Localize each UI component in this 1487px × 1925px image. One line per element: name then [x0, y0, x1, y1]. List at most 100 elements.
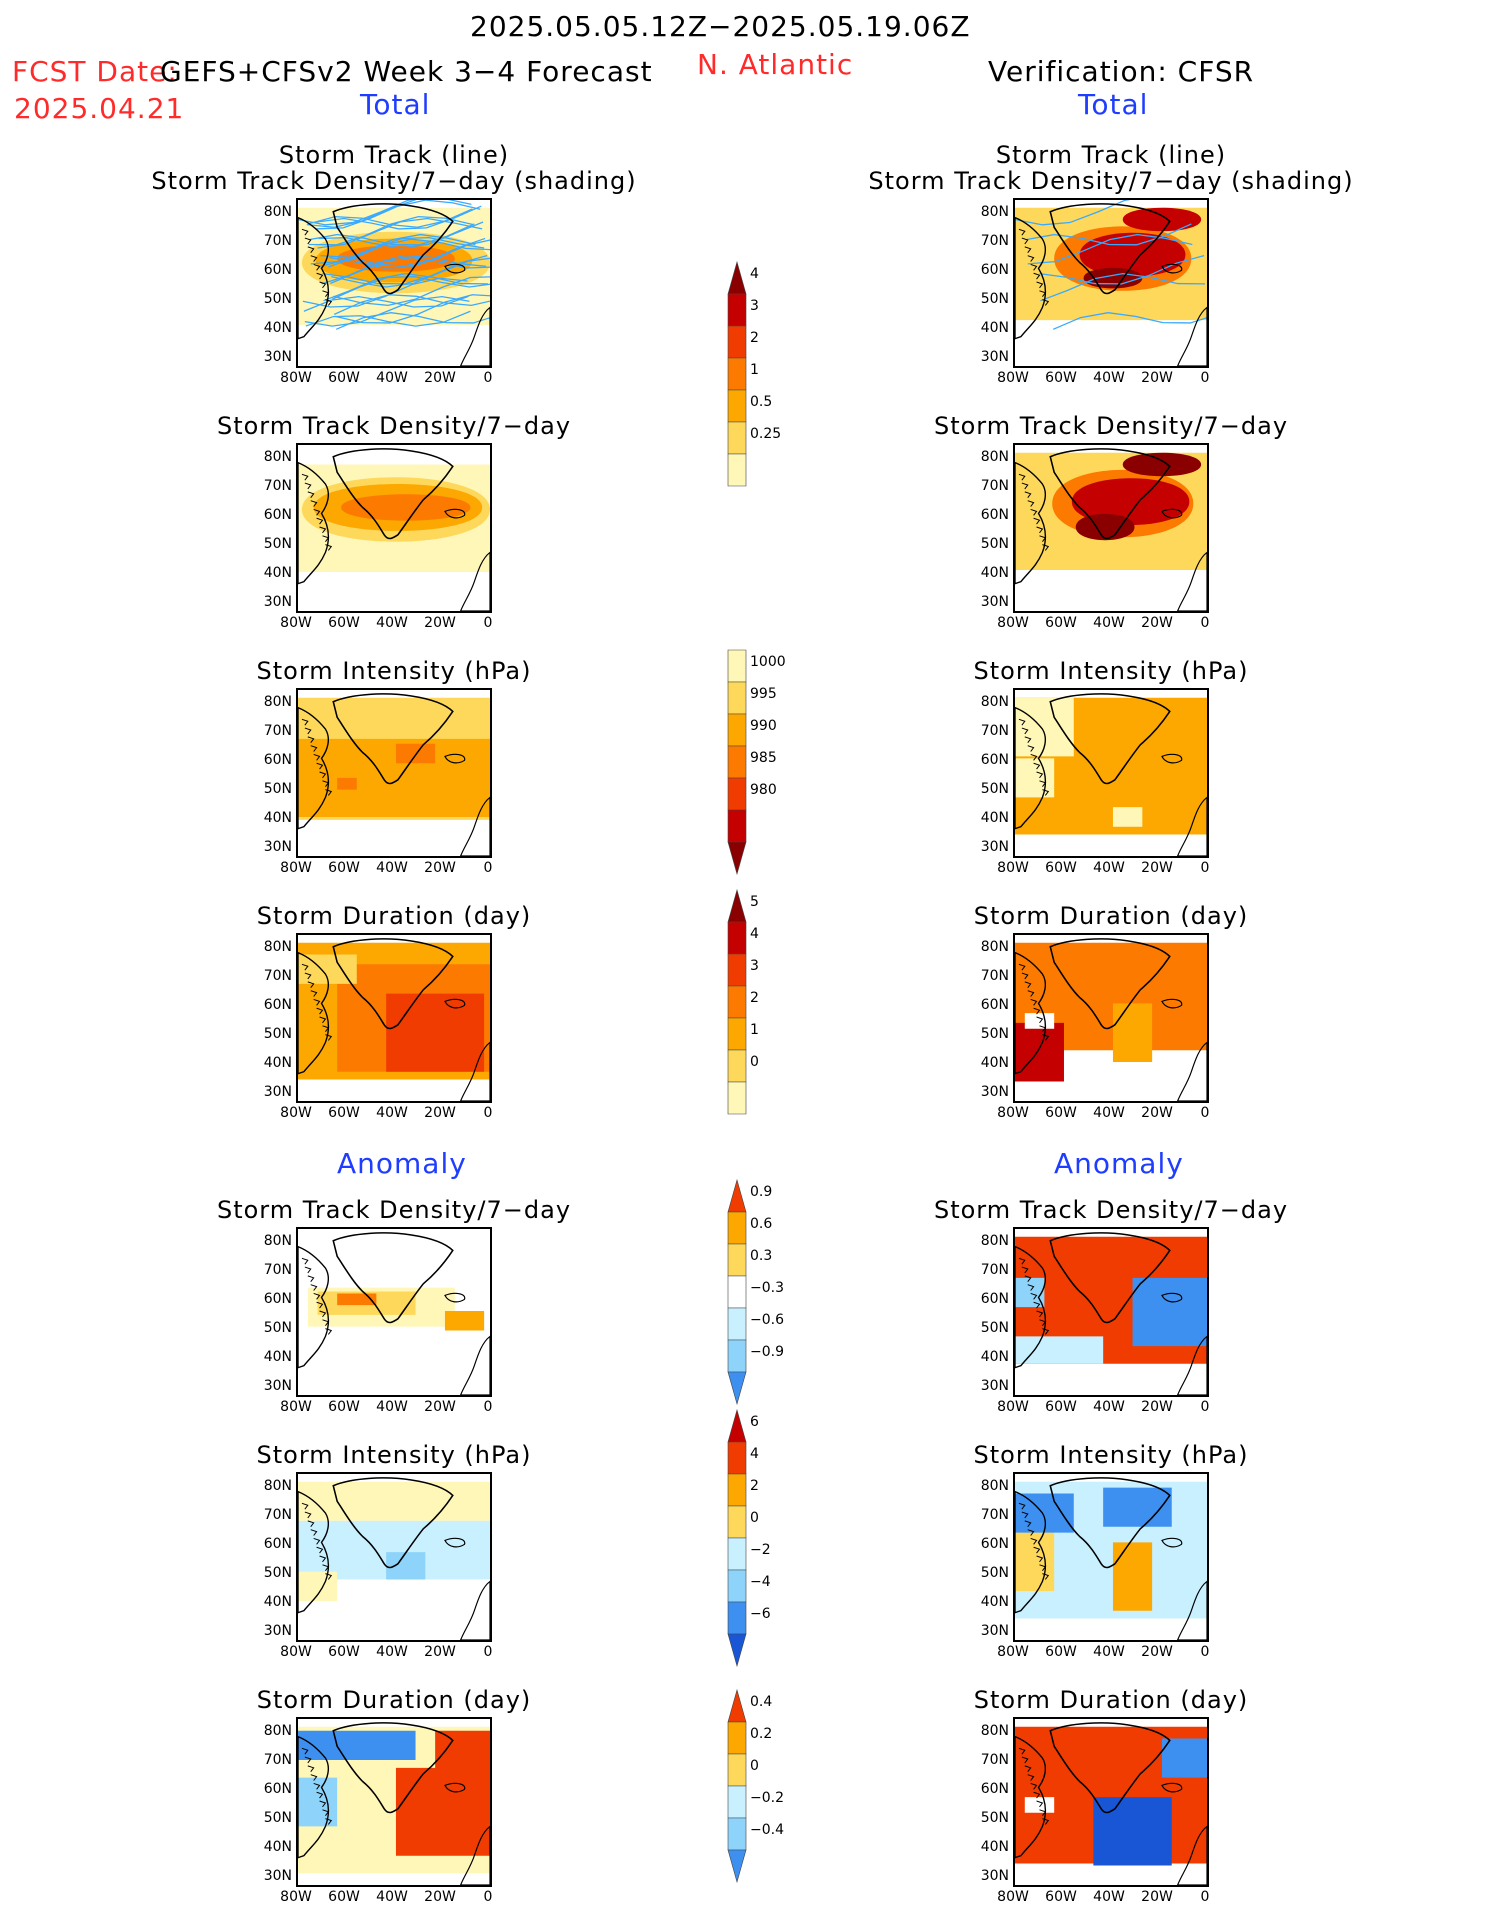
lon-tick-label: 40W	[376, 1105, 408, 1121]
forecast-total-intensity-map	[296, 688, 492, 858]
lat-tick-label: 60N	[263, 752, 292, 768]
lat-tick-label: 50N	[980, 1810, 1009, 1826]
colorbar-tick-label: 0.5	[750, 394, 773, 410]
lat-tick-label: 50N	[980, 291, 1009, 307]
lat-tick-label: 40N	[263, 1594, 292, 1610]
lat-tick-label: 50N	[980, 536, 1009, 552]
colorbar-tick-label: 3	[750, 958, 759, 974]
lon-tick-label: 60W	[328, 1399, 360, 1415]
verification-anomaly-track-density-map	[1013, 1227, 1209, 1397]
lon-tick-label: 20W	[1141, 1399, 1173, 1415]
colorbar-segment	[727, 260, 747, 295]
lat-tick-label: 80N	[980, 694, 1009, 710]
lon-tick-label: 40W	[1093, 1105, 1125, 1121]
lon-tick-label: 0	[1200, 1889, 1210, 1905]
shading-region	[298, 1520, 490, 1580]
colorbar-segment	[727, 649, 747, 683]
storm-track-line	[303, 295, 469, 312]
lat-tick-label: 30N	[263, 349, 292, 365]
shading-region	[1015, 1277, 1045, 1308]
forecast-total-track-density-map	[296, 443, 492, 613]
colorbar-segment	[727, 921, 747, 955]
intensity-colorbar-wrap	[718, 630, 758, 898]
lat-tick-label: 70N	[980, 233, 1009, 249]
colorbar-tick-label: 1000	[750, 654, 786, 670]
lat-tick-label: 80N	[263, 1233, 292, 1249]
lat-tick-label: 40N	[263, 1055, 292, 1071]
lat-tick-label: 60N	[263, 262, 292, 278]
lon-tick-label: 80W	[997, 370, 1029, 386]
fcst-date-label: FCST Date:	[12, 55, 178, 88]
shading-region	[395, 1767, 490, 1856]
storm-track-line	[333, 276, 490, 307]
intensity-anom-colorbar-wrap	[718, 1390, 758, 1690]
lon-tick-label: 40W	[1093, 615, 1125, 631]
verification-title: Verification: CFSR	[988, 55, 1255, 88]
colorbar-tick-label: −0.3	[750, 1280, 784, 1296]
region-title: N. Atlantic	[697, 48, 854, 81]
colorbar-tick-label: 0	[750, 1758, 759, 1774]
shading-region	[1122, 207, 1202, 232]
density-colorbar-wrap	[718, 242, 758, 510]
forecast-anomaly-intensity-map	[296, 1472, 492, 1642]
colorbar-segment	[727, 1081, 747, 1115]
lon-tick-label: 80W	[280, 615, 312, 631]
colorbar-segment	[727, 1339, 747, 1373]
anomaly-label-left: Anomaly	[337, 1147, 467, 1180]
colorbar-segment	[727, 1849, 747, 1884]
verification-total-duration-map	[1013, 933, 1209, 1103]
colorbar-tick-label: 2	[750, 990, 759, 1006]
colorbar-segment	[727, 1178, 747, 1213]
lat-tick-label: 40N	[263, 320, 292, 336]
lat-tick-label: 80N	[263, 449, 292, 465]
shading-region	[298, 738, 490, 817]
storm-track-line	[302, 277, 468, 308]
lon-tick-label: 80W	[997, 1399, 1029, 1415]
colorbar-segment	[727, 293, 747, 327]
lat-tick-label: 70N	[980, 1752, 1009, 1768]
shading-region	[1103, 1487, 1172, 1527]
lon-tick-label: 80W	[280, 1105, 312, 1121]
colorbar-tick-label: 4	[750, 1446, 759, 1462]
lat-tick-label: 60N	[980, 507, 1009, 523]
colorbar-tick-label: 4	[750, 926, 759, 942]
lat-tick-label: 30N	[263, 839, 292, 855]
lat-tick-label: 50N	[263, 781, 292, 797]
colorbar-tick-label: 0	[750, 1054, 759, 1070]
storm-track-line	[335, 294, 490, 324]
forecast-anomaly-track-density-map	[296, 1227, 492, 1397]
lat-tick-label: 50N	[980, 1026, 1009, 1042]
storm-track-line	[329, 239, 490, 269]
lon-tick-label: 40W	[376, 860, 408, 876]
shading-region	[298, 1571, 338, 1601]
storm-track-line	[317, 217, 483, 249]
shading-region	[386, 1552, 426, 1580]
lat-tick-label: 60N	[980, 1536, 1009, 1552]
lon-tick-label: 0	[1200, 1399, 1210, 1415]
panel-title: Storm Track Density/7−day (shading)	[151, 167, 637, 195]
colorbar-tick-label: 0	[750, 1510, 759, 1526]
lat-tick-label: 40N	[980, 1594, 1009, 1610]
storm-track-line	[332, 276, 490, 300]
lat-tick-label: 30N	[980, 839, 1009, 855]
lon-tick-label: 40W	[1093, 1399, 1125, 1415]
lat-tick-label: 40N	[980, 320, 1009, 336]
lat-tick-label: 60N	[263, 1781, 292, 1797]
lon-tick-label: 40W	[376, 1644, 408, 1660]
lat-tick-label: 50N	[980, 781, 1009, 797]
colorbar-tick-label: 4	[750, 266, 759, 282]
lon-tick-label: 60W	[1045, 1644, 1077, 1660]
lat-tick-label: 70N	[263, 723, 292, 739]
lon-tick-label: 60W	[328, 1889, 360, 1905]
lat-tick-label: 30N	[980, 594, 1009, 610]
colorbar-tick-label: 1	[750, 1022, 759, 1038]
colorbar-segment	[727, 1505, 747, 1539]
colorbar-tick-label: 1	[750, 362, 759, 378]
verification-total-intensity-map	[1013, 688, 1209, 858]
shading-region	[395, 743, 436, 764]
shading-region	[337, 777, 357, 790]
lat-tick-label: 40N	[980, 1349, 1009, 1365]
colorbar-tick-label: 0.9	[750, 1184, 773, 1200]
lat-tick-label: 30N	[263, 594, 292, 610]
lat-tick-label: 60N	[980, 997, 1009, 1013]
